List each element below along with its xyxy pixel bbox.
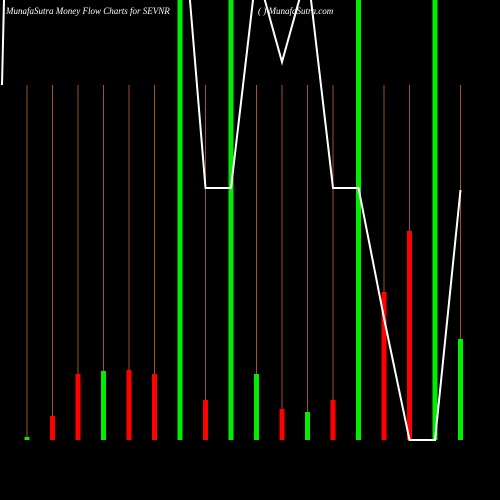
bar [177,0,183,440]
plot-area [24,0,463,441]
bar [305,412,310,440]
bar [279,409,285,440]
chart-title: MunafaSutra Money Flow Charts for SEVNR [5,6,170,16]
bar [432,0,438,440]
bar [203,400,208,440]
bar [458,339,463,440]
bar [75,374,81,440]
bar [24,437,30,440]
bar [228,0,234,440]
bar [152,374,157,440]
bar [407,231,412,440]
trend-line [188,0,462,441]
bar [254,374,259,440]
bar [50,416,55,440]
bar [101,371,106,440]
edge-line [1,0,5,86]
bar [381,292,387,440]
bar [126,370,132,440]
bar [356,0,361,440]
bar [330,400,336,440]
